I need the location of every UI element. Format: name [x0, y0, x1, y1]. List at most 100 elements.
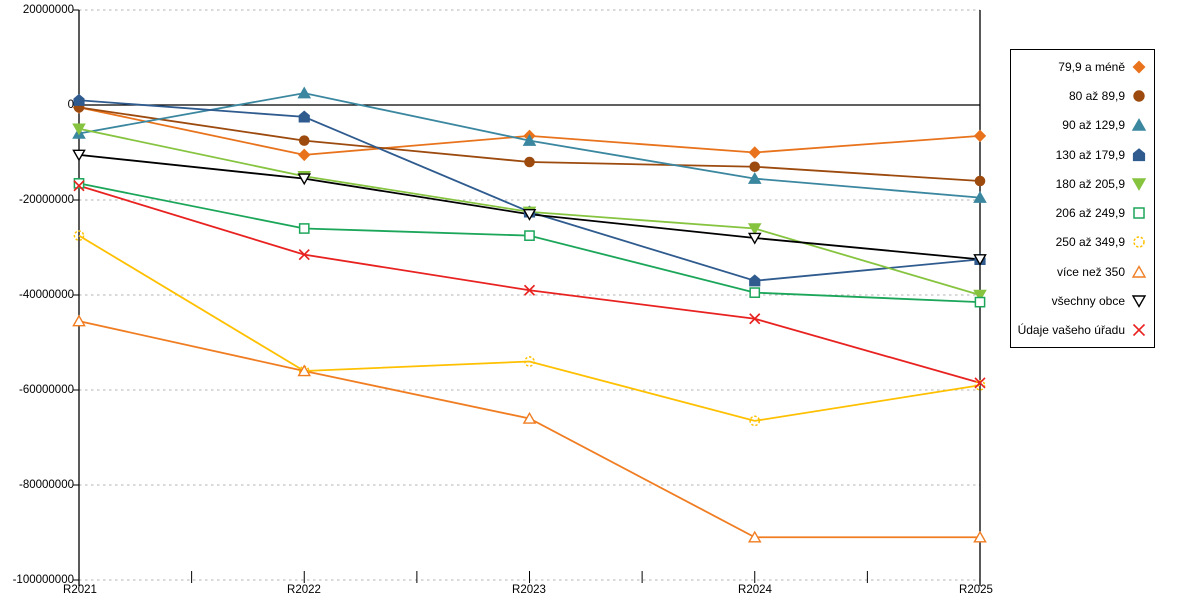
diamond-marker [298, 148, 311, 162]
circle-marker [749, 161, 761, 173]
square-marker-icon [1131, 205, 1147, 221]
square-marker [749, 287, 761, 298]
pentagon-marker [298, 110, 310, 123]
pentagon-marker [749, 274, 761, 287]
triangle-up-marker [72, 314, 86, 327]
diamond-marker-icon [1131, 59, 1147, 75]
legend-marker-glyph [1131, 264, 1147, 278]
square-marker [298, 223, 310, 234]
legend-marker-glyph [1133, 90, 1145, 102]
legend-item-label: 130 až 179,9 [1055, 147, 1125, 162]
triangle-up-marker-icon [1131, 117, 1147, 133]
diamond-marker [973, 129, 987, 143]
legend-item-label: 80 až 89,9 [1068, 88, 1125, 103]
x-marker [974, 377, 986, 389]
series-markers [72, 86, 987, 203]
legend-item-label: 250 až 349,9 [1055, 235, 1125, 250]
y-axis-tick-label: -100000000 [12, 574, 74, 586]
x-marker [73, 180, 85, 192]
triangle-down-marker [973, 254, 987, 266]
diamond-marker [748, 146, 761, 159]
y-axis-tick-label: 0 [67, 99, 74, 111]
circle-dashed-marker [73, 230, 85, 241]
x-axis-tick-label: R2024 [738, 584, 772, 596]
x-marker [749, 313, 761, 325]
y-axis-tick-label: -60000000 [19, 384, 74, 396]
x-marker [523, 284, 536, 296]
series-markers [73, 178, 986, 308]
x-axis-tick-label: R2025 [959, 584, 993, 596]
square-marker [73, 178, 85, 189]
legend-item-label: 206 až 249,9 [1055, 206, 1125, 221]
triangle-up-marker [522, 134, 537, 146]
legend-marker-glyph [1132, 147, 1146, 161]
y-axis-tick-label: -20000000 [19, 194, 74, 206]
y-axis-tick-label: 20000000 [22, 4, 74, 16]
triangle-up-marker [973, 191, 987, 203]
triangle-up-marker [522, 411, 537, 424]
legend-item-label: Údaje vašeho úřadu [1017, 323, 1125, 338]
legend-item: Údaje vašeho úřadu [1015, 317, 1147, 344]
legend-marker-glyph [1131, 295, 1147, 308]
series-line [78, 234, 981, 422]
triangle-up-marker [297, 86, 312, 99]
legend-item: všechny obce [1015, 288, 1147, 315]
legend-marker-glyph [1132, 60, 1146, 74]
circle-outline-marker-icon [1131, 234, 1147, 250]
series-markers [72, 149, 987, 266]
pentagon-marker [73, 93, 85, 106]
legend-item: 250 až 349,9 [1015, 229, 1147, 256]
triangle-up-marker [973, 530, 987, 543]
series-markers [73, 230, 986, 427]
triangle-down-marker [747, 232, 762, 245]
triangle-down-marker [973, 289, 987, 302]
pentagon-marker-icon [1131, 147, 1147, 163]
triangle-up-marker [747, 530, 762, 543]
circle-marker-icon [1131, 88, 1147, 104]
triangle-up-marker [297, 364, 312, 377]
circle-dashed-marker [974, 379, 986, 391]
legend-item: 79,9 a méně [1015, 53, 1147, 80]
legend-item-label: všechny obce [1051, 294, 1125, 309]
triangle-down-marker [747, 223, 762, 236]
legend-marker-glyph [1131, 118, 1147, 131]
legend-item-label: 180 až 205,9 [1055, 176, 1125, 191]
legend-item-label: více než 350 [1056, 264, 1125, 279]
legend-item-label: 79,9 a méně [1058, 59, 1125, 74]
square-marker [974, 296, 986, 308]
triangle-down-marker [72, 149, 86, 162]
x-axis-tick-label: R2021 [63, 584, 97, 596]
x-marker-icon [1131, 322, 1147, 338]
triangle-down-outline-marker-icon [1131, 293, 1147, 309]
triangle-up-outline-marker-icon [1131, 264, 1147, 280]
series-markers [73, 180, 986, 389]
legend-marker-glyph [1133, 236, 1145, 249]
triangle-down-marker [297, 173, 312, 186]
series-markers [72, 314, 987, 543]
y-axis-tick-label: -80000000 [19, 479, 74, 491]
legend-marker-glyph [1132, 324, 1146, 337]
legend-item: 130 až 179,9 [1015, 141, 1147, 168]
legend-marker-glyph [1133, 207, 1145, 219]
legend-marker-glyph [1131, 178, 1147, 191]
circle-marker [974, 175, 986, 187]
legend-item-label: 90 až 129,9 [1062, 118, 1125, 133]
series-markers [73, 93, 986, 287]
x-axis-tick-label: R2022 [287, 584, 321, 596]
legend-item: 80 až 89,9 [1015, 82, 1147, 109]
y-axis-tick-label: -40000000 [19, 289, 74, 301]
square-marker [524, 230, 535, 241]
legend-item: více než 350 [1015, 258, 1147, 285]
triangle-down-marker-icon [1131, 176, 1147, 192]
x-axis-tick-label: R2023 [512, 584, 546, 596]
circle-dashed-marker [749, 415, 761, 427]
series-markers [72, 101, 987, 162]
legend-item: 90 až 129,9 [1015, 112, 1147, 139]
series-line [78, 182, 981, 304]
triangle-down-marker [522, 208, 537, 221]
x-marker [298, 249, 310, 261]
circle-dashed-marker [524, 356, 535, 367]
series-line [78, 320, 980, 539]
